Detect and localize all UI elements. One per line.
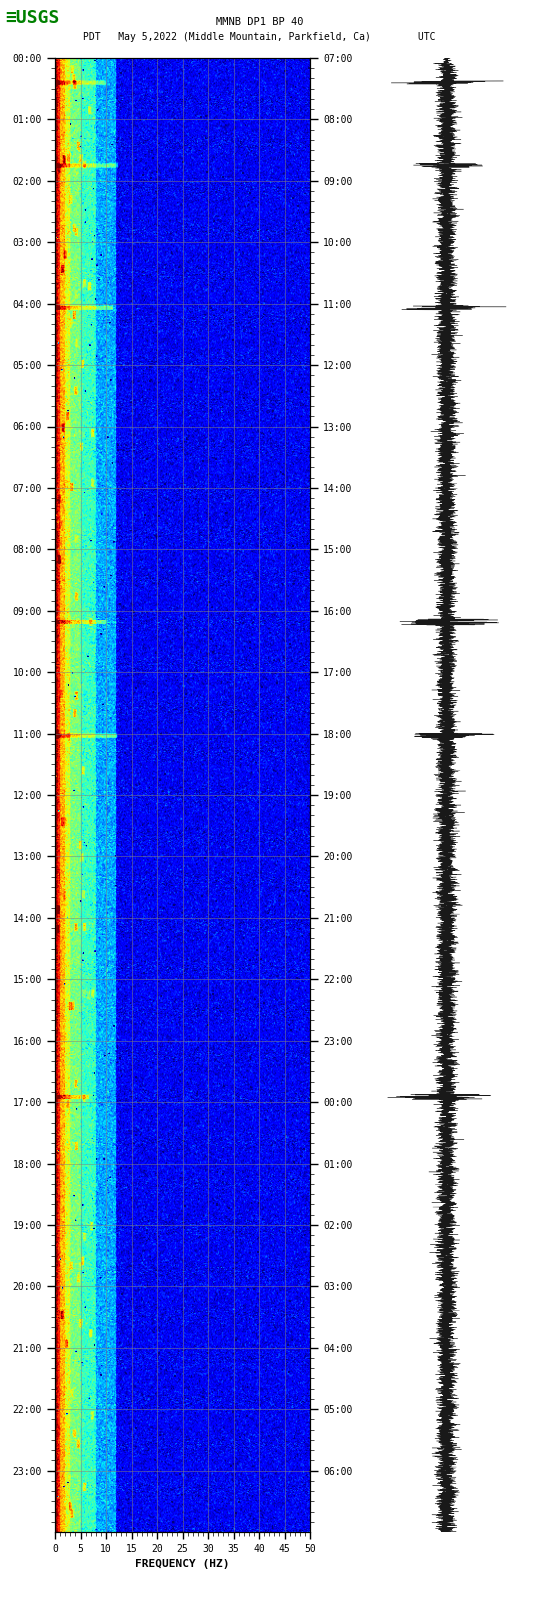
Text: ≡USGS: ≡USGS [6,10,60,27]
Text: MMNB DP1 BP 40: MMNB DP1 BP 40 [216,18,303,27]
Text: PDT   May 5,2022 (Middle Mountain, Parkfield, Ca)        UTC: PDT May 5,2022 (Middle Mountain, Parkfie… [83,32,436,42]
X-axis label: FREQUENCY (HZ): FREQUENCY (HZ) [135,1560,230,1569]
